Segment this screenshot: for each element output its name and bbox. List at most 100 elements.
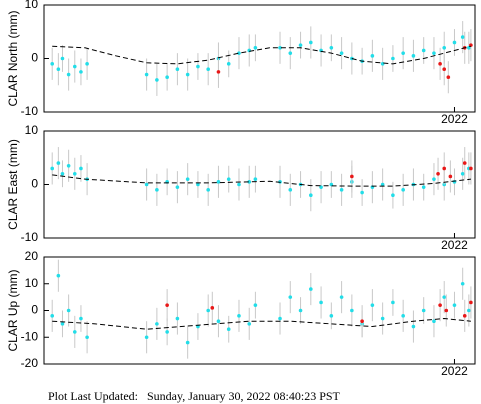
data-point	[309, 40, 313, 45]
model-line	[52, 174, 471, 187]
data-point	[155, 78, 159, 82]
model-line	[52, 318, 471, 330]
data-point	[196, 64, 200, 69]
data-point	[56, 273, 61, 278]
data-point	[226, 327, 231, 332]
data-point	[452, 40, 457, 45]
data-point	[421, 48, 426, 53]
data-point	[339, 51, 344, 55]
data-point	[155, 188, 159, 192]
data-point	[237, 182, 241, 187]
data-point	[401, 314, 405, 318]
data-point	[206, 308, 210, 313]
data-point	[216, 319, 221, 324]
footer: Plot Last Updated: Sunday, January 30, 2…	[48, 389, 341, 403]
data-point	[50, 62, 55, 66]
data-point	[339, 295, 344, 299]
x-tick-label: 2022	[441, 238, 468, 252]
data-point	[469, 166, 473, 171]
data-point	[421, 185, 426, 189]
data-point	[66, 308, 71, 313]
data-point	[175, 316, 180, 321]
data-point	[319, 185, 323, 189]
data-point	[448, 174, 453, 179]
data-point	[360, 319, 364, 324]
data-point	[401, 51, 405, 55]
data-point	[401, 188, 405, 192]
data-point	[79, 70, 83, 74]
data-point	[469, 300, 473, 305]
y-tick-label: 0	[31, 303, 38, 317]
data-point	[370, 303, 375, 307]
y-tick-label: 10	[25, 0, 39, 11]
data-point	[165, 75, 169, 80]
data-point	[329, 314, 334, 318]
data-point	[196, 182, 200, 187]
data-point	[446, 75, 451, 80]
data-point	[288, 295, 293, 299]
data-point	[380, 182, 385, 187]
data-point	[432, 51, 436, 55]
data-point	[436, 172, 440, 176]
data-point	[79, 316, 83, 321]
data-point	[442, 46, 447, 50]
data-point	[391, 300, 395, 305]
data-point	[438, 62, 442, 66]
data-point	[60, 56, 65, 61]
data-point	[329, 46, 334, 50]
y-tick-label: 10	[25, 123, 39, 137]
data-point	[253, 303, 258, 307]
data-point	[216, 180, 221, 184]
data-point	[247, 322, 252, 326]
data-point	[444, 308, 449, 313]
data-point	[237, 51, 241, 55]
data-point	[298, 43, 303, 47]
data-point	[442, 166, 447, 171]
y-axis-label: CLAR Up (mm)	[6, 269, 20, 351]
data-point	[226, 177, 231, 181]
data-point	[253, 46, 258, 50]
y-tick-label: 20	[25, 249, 39, 263]
plot-frame	[43, 256, 476, 365]
data-point	[360, 190, 364, 195]
plot-frame	[43, 130, 476, 239]
data-point	[462, 161, 467, 165]
data-point	[278, 316, 282, 321]
data-point	[460, 172, 465, 176]
data-point	[85, 335, 89, 340]
data-point	[298, 308, 303, 313]
plot-frame	[43, 4, 476, 113]
data-point	[206, 188, 210, 192]
model-line	[52, 45, 472, 65]
x-tick-label: 2022	[441, 364, 468, 378]
data-point	[216, 70, 221, 74]
data-point	[438, 303, 442, 307]
data-point	[391, 56, 395, 61]
x-tick-label: 2022	[441, 112, 468, 126]
data-point	[72, 330, 77, 334]
data-point	[60, 322, 65, 326]
data-point	[288, 188, 293, 192]
data-point	[185, 177, 190, 181]
data-point	[309, 193, 313, 197]
data-point	[226, 62, 231, 66]
data-point	[432, 319, 436, 324]
data-point	[66, 72, 71, 77]
data-point	[452, 303, 457, 307]
data-point	[175, 67, 180, 71]
y-tick-label: 10	[25, 276, 39, 290]
data-point	[210, 306, 215, 310]
data-point	[370, 54, 375, 58]
data-point	[253, 177, 258, 181]
data-point	[288, 51, 293, 55]
data-point	[56, 161, 61, 165]
data-point	[175, 185, 180, 189]
data-point	[247, 48, 252, 53]
data-point	[72, 64, 77, 69]
y-tick-label: -10	[21, 230, 39, 244]
data-point	[144, 182, 149, 187]
data-point	[60, 172, 65, 176]
data-point	[155, 322, 159, 326]
data-point	[462, 314, 467, 318]
